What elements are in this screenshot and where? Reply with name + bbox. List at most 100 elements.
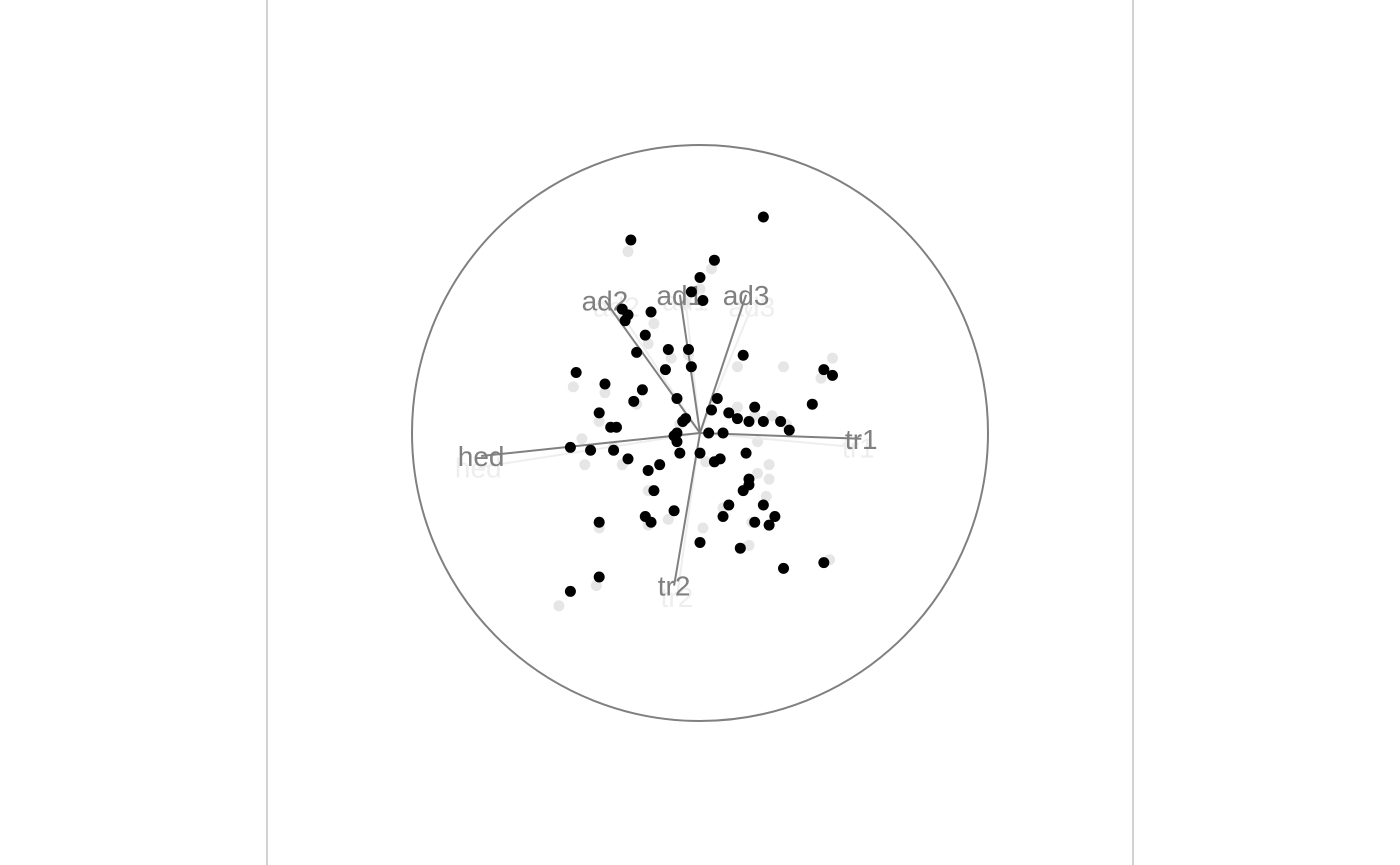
previous-point-15 xyxy=(593,415,605,427)
previous-point-10 xyxy=(731,361,743,373)
previous-axis-label-tr2: tr2 xyxy=(661,582,694,613)
previous-point-12 xyxy=(567,381,579,393)
current-frame-points xyxy=(564,211,838,597)
axis-label-tr1: tr1 xyxy=(845,424,878,455)
data-point-16 xyxy=(570,367,582,379)
axis-label-hed: hed xyxy=(458,441,505,472)
previous-point-1 xyxy=(622,246,634,258)
previous-axis-label-hed: hed xyxy=(455,453,502,484)
previous-point-40 xyxy=(743,539,755,551)
axis-line-hed xyxy=(481,432,701,458)
data-point-40 xyxy=(585,444,597,456)
data-point-74 xyxy=(671,392,683,404)
previous-point-28 xyxy=(752,467,764,479)
previous-point-29 xyxy=(763,473,775,485)
previous-point-34 xyxy=(662,513,674,525)
data-point-48 xyxy=(654,459,666,471)
previous-axis-label-ad3: ad3 xyxy=(728,291,775,322)
data-point-10 xyxy=(639,329,651,341)
previous-point-9 xyxy=(665,352,677,364)
data-point-17 xyxy=(599,378,611,390)
data-point-20 xyxy=(711,392,723,404)
previous-point-13 xyxy=(599,387,611,399)
data-point-8 xyxy=(619,315,631,327)
data-point-2 xyxy=(708,254,720,266)
data-point-37 xyxy=(671,436,683,448)
previous-point-38 xyxy=(697,522,709,534)
data-point-69 xyxy=(564,585,576,597)
previous-point-45 xyxy=(815,372,827,384)
data-point-42 xyxy=(674,447,686,459)
data-point-64 xyxy=(694,536,706,548)
data-point-14 xyxy=(685,361,697,373)
data-point-33 xyxy=(677,415,689,427)
data-point-22 xyxy=(706,404,718,416)
data-point-65 xyxy=(734,542,746,554)
previous-point-17 xyxy=(766,410,778,422)
data-point-56 xyxy=(668,505,680,517)
data-point-52 xyxy=(648,485,660,497)
previous-point-16 xyxy=(731,401,743,413)
data-point-38 xyxy=(717,427,729,439)
data-point-44 xyxy=(740,447,752,459)
data-point-23 xyxy=(723,407,735,419)
data-point-3 xyxy=(694,271,706,283)
data-point-58 xyxy=(769,511,781,523)
previous-point-3 xyxy=(694,283,706,295)
data-point-49 xyxy=(642,464,654,476)
previous-point-6 xyxy=(648,318,660,330)
data-point-68 xyxy=(593,571,605,583)
data-point-18 xyxy=(636,384,648,396)
data-point-62 xyxy=(749,516,761,528)
previous-point-21 xyxy=(576,433,588,445)
previous-point-31 xyxy=(760,490,772,502)
previous-point-44 xyxy=(826,352,838,364)
data-point-71 xyxy=(818,364,830,376)
data-point-1 xyxy=(625,234,637,246)
data-point-5 xyxy=(697,295,709,307)
data-point-26 xyxy=(757,415,769,427)
data-point-43 xyxy=(694,447,706,459)
data-point-54 xyxy=(723,499,735,511)
data-point-57 xyxy=(717,511,729,523)
data-point-47 xyxy=(708,456,720,468)
previous-point-2 xyxy=(706,263,718,275)
data-point-55 xyxy=(757,499,769,511)
data-point-21 xyxy=(749,401,761,413)
previous-point-42 xyxy=(590,580,602,592)
data-point-15 xyxy=(659,364,671,376)
axis-line-tr2 xyxy=(673,432,701,586)
data-point-27 xyxy=(775,415,787,427)
data-point-30 xyxy=(610,421,622,433)
data-point-63 xyxy=(763,519,775,531)
data-point-35 xyxy=(703,427,715,439)
axis-label-tr2: tr2 xyxy=(658,571,691,602)
data-point-75 xyxy=(631,346,643,358)
previous-point-43 xyxy=(553,600,565,612)
data-point-70 xyxy=(757,211,769,223)
axis-label-ad1: ad1 xyxy=(656,280,703,311)
data-point-12 xyxy=(662,343,674,355)
previous-point-11 xyxy=(778,361,790,373)
data-point-67 xyxy=(778,562,790,574)
data-point-72 xyxy=(826,369,838,381)
data-point-61 xyxy=(593,516,605,528)
data-point-9 xyxy=(645,306,657,318)
data-point-60 xyxy=(645,516,657,528)
data-point-25 xyxy=(743,415,755,427)
data-point-39 xyxy=(564,441,576,453)
data-point-53 xyxy=(737,485,749,497)
previous-point-7 xyxy=(642,338,654,350)
data-point-73 xyxy=(806,398,818,410)
previous-axis-line-ad2 xyxy=(615,305,701,434)
data-point-4 xyxy=(685,286,697,298)
data-point-24 xyxy=(731,413,743,425)
axis-label-ad3: ad3 xyxy=(723,280,770,311)
previous-point-24 xyxy=(579,459,591,471)
data-point-19 xyxy=(628,395,640,407)
data-point-66 xyxy=(818,557,830,569)
data-point-13 xyxy=(737,349,749,361)
unit-circle xyxy=(411,144,989,722)
data-point-31 xyxy=(783,424,795,436)
